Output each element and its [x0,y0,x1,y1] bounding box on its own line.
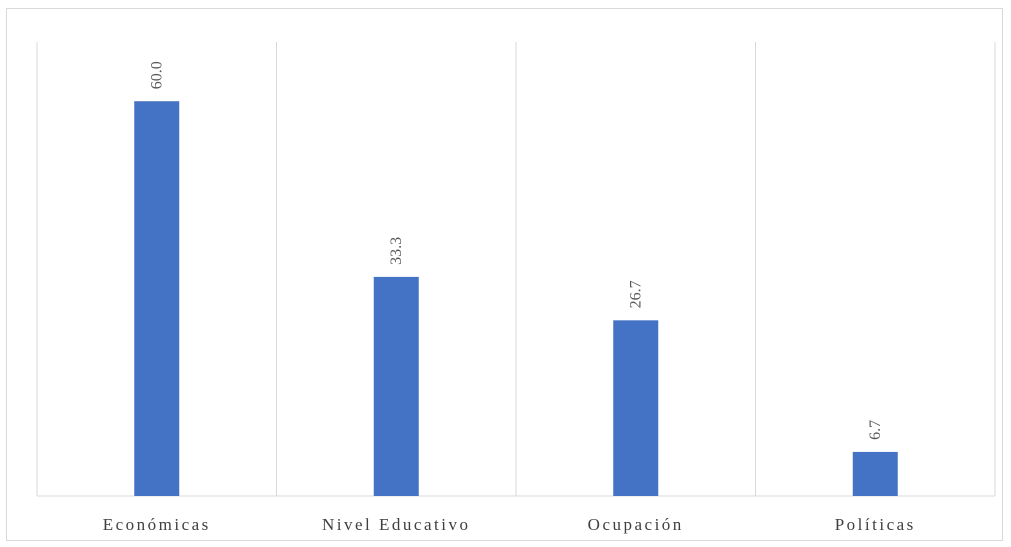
bar [852,451,898,496]
x-tick-label: Económicas [103,515,211,534]
x-tick-label: Ocupación [588,515,684,534]
x-tick-label: Nivel Educativo [322,515,470,534]
bar [373,276,419,496]
data-label: 33.3 [388,237,405,265]
bars [134,101,898,496]
bar [613,320,659,496]
data-label: 60.0 [149,61,166,89]
data-label: 6.7 [867,420,884,440]
bar [134,101,180,496]
x-tick-labels: Económicas Nivel Educativo Ocupación Políti… [103,515,916,534]
data-labels: 60.0 33.3 26.7 6.7 [149,61,885,440]
data-label: 26.7 [628,280,645,308]
x-tick-label: Políticas [835,515,916,534]
category-gridlines [36,42,996,496]
